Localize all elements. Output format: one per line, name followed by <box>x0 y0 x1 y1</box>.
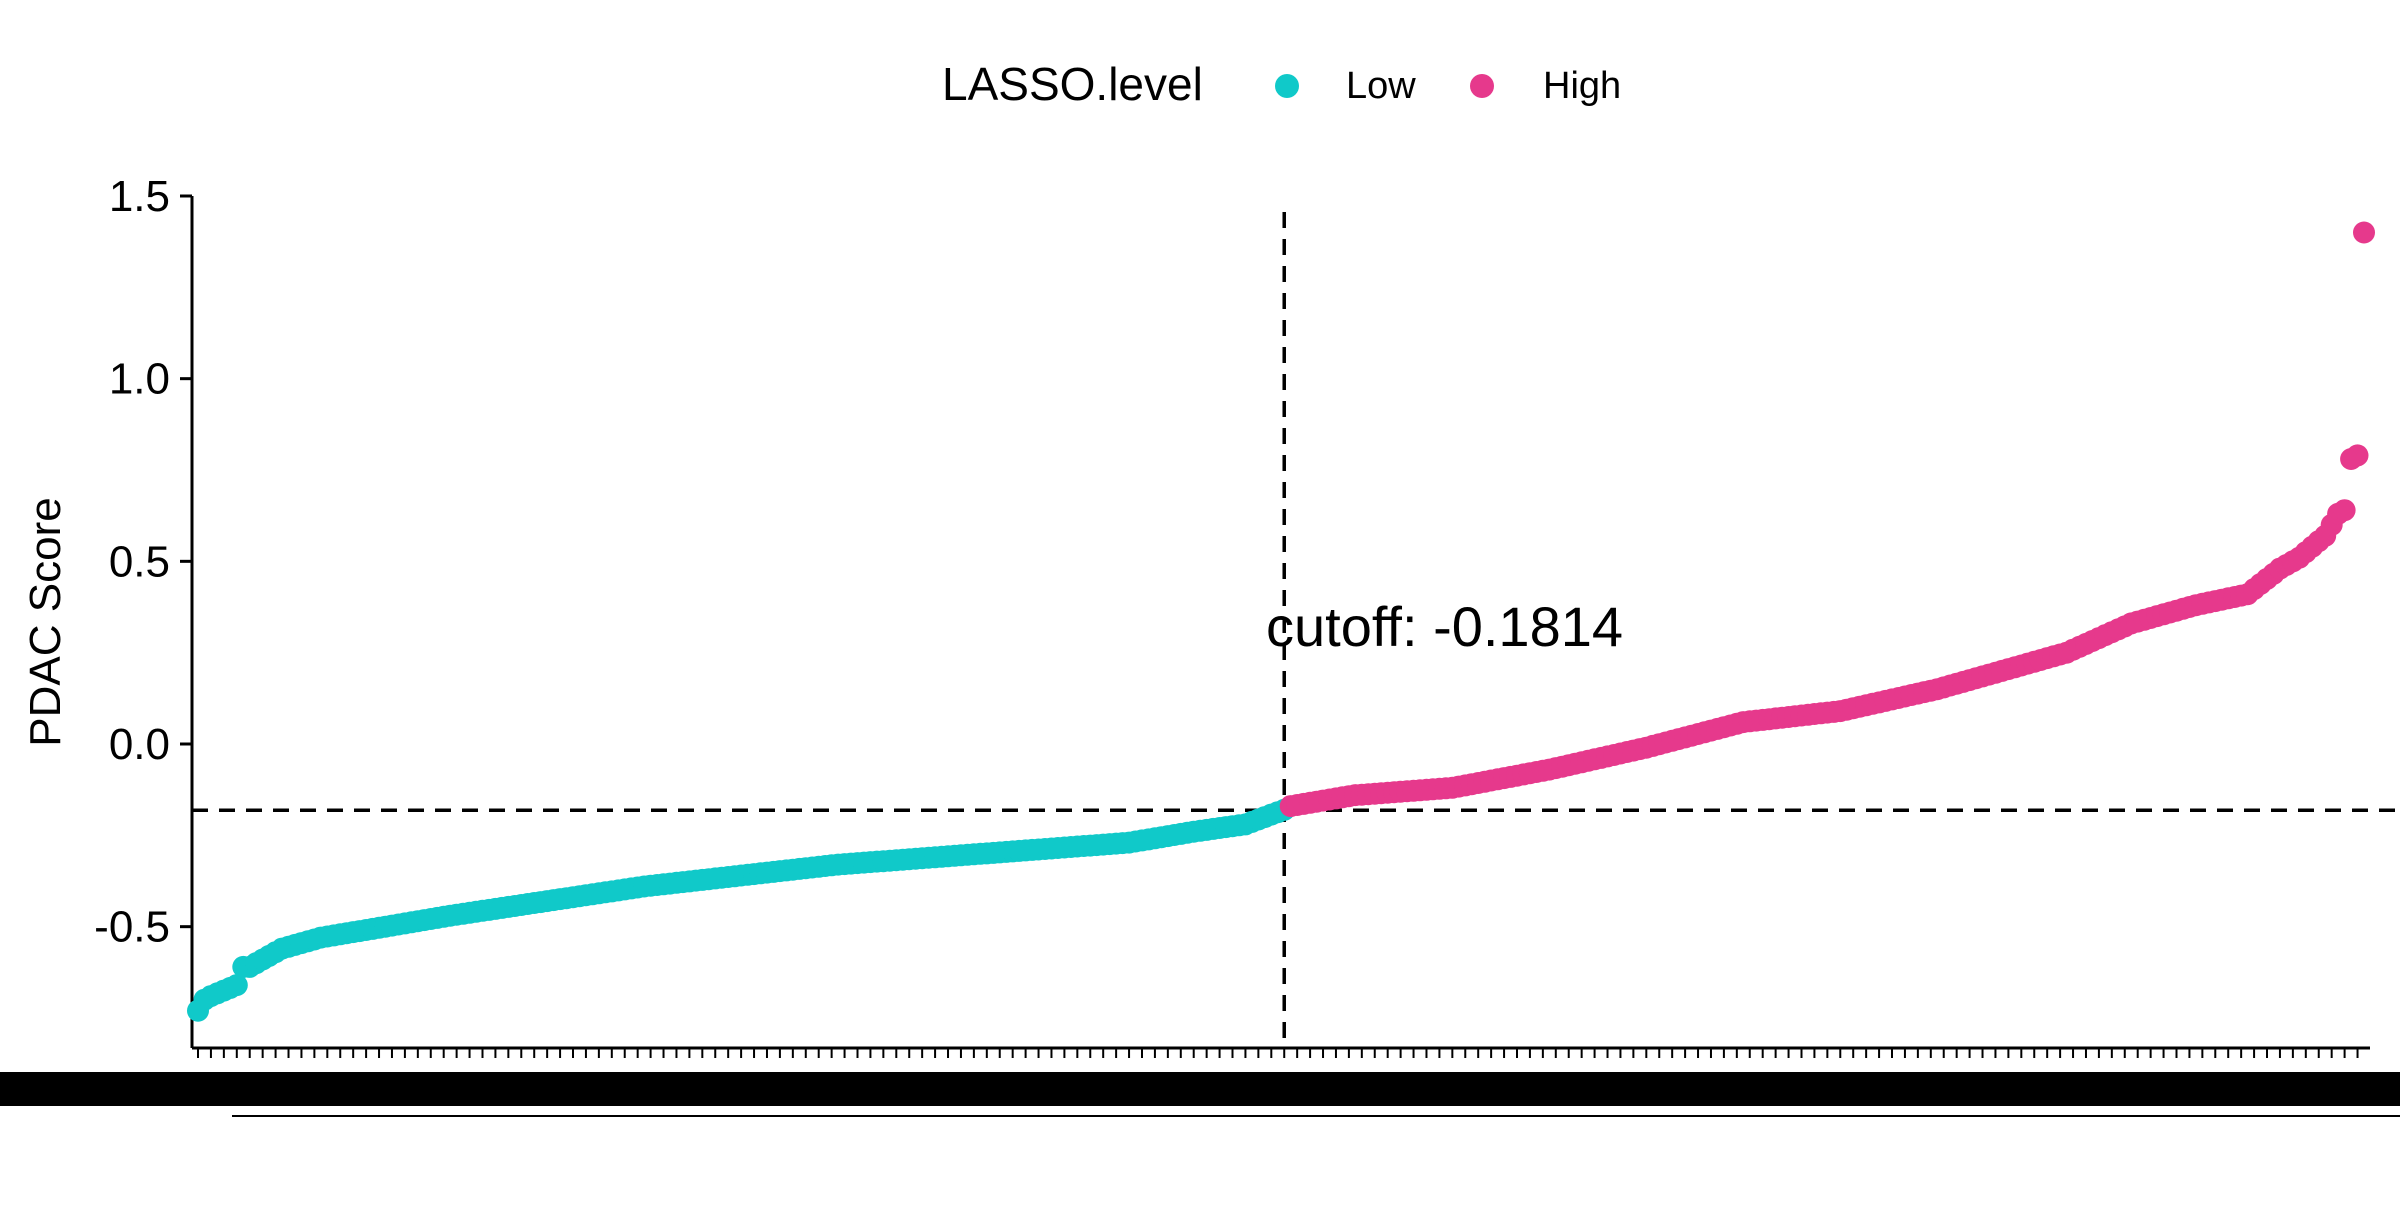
legend-key-high <box>1470 74 1494 98</box>
legend-title: LASSO.level <box>942 58 1203 110</box>
data-points <box>187 221 2375 1022</box>
point-high <box>2353 221 2375 244</box>
x-tick-label-band <box>0 1072 2400 1106</box>
y-tick-label: 1.5 <box>109 172 170 221</box>
cutoff-lines <box>192 212 2400 1048</box>
y-tick-label: -0.5 <box>94 903 170 952</box>
y-axis: 1.5 1.0 0.5 0.0 -0.5 <box>94 172 194 1048</box>
y-tick-label: 0.5 <box>109 537 170 586</box>
legend-label-high: High <box>1543 65 1621 107</box>
y-axis-title: PDAC Score <box>21 497 70 746</box>
point-high <box>2346 444 2369 467</box>
x-axis <box>192 1046 2370 1058</box>
legend-label-low: Low <box>1346 65 1416 107</box>
y-tick-label: 0.0 <box>109 720 170 769</box>
point-high <box>2333 499 2356 522</box>
point-low <box>225 974 248 997</box>
y-tick-label: 1.0 <box>109 355 170 404</box>
legend: LASSO.level Low High <box>942 58 1621 110</box>
legend-key-low <box>1275 74 1299 98</box>
x-tick-labels <box>0 1072 2400 1117</box>
cutoff-annotation: cutoff: -0.1814 <box>1266 595 1623 658</box>
